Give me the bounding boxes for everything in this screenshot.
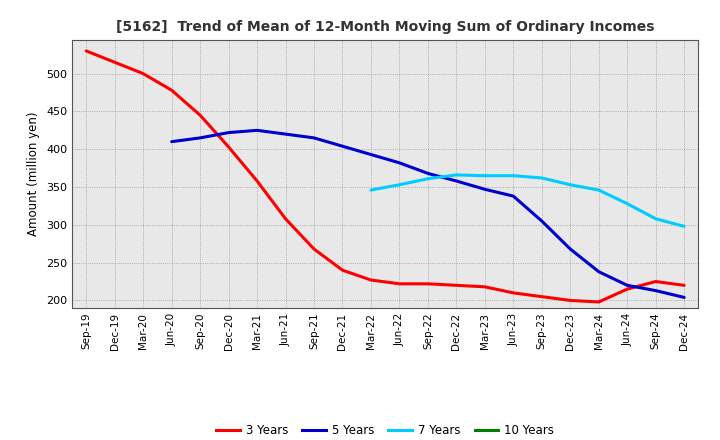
3 Years	[623, 286, 631, 292]
3 Years	[509, 290, 518, 296]
3 Years	[652, 279, 660, 284]
7 Years	[537, 175, 546, 180]
5 Years	[680, 295, 688, 300]
3 Years	[395, 281, 404, 286]
5 Years	[167, 139, 176, 144]
5 Years	[652, 288, 660, 293]
Legend: 3 Years, 5 Years, 7 Years, 10 Years: 3 Years, 5 Years, 7 Years, 10 Years	[212, 419, 559, 440]
Y-axis label: Amount (million yen): Amount (million yen)	[27, 112, 40, 236]
7 Years	[480, 173, 489, 178]
5 Years	[452, 178, 461, 183]
3 Years	[110, 60, 119, 65]
3 Years	[139, 71, 148, 76]
7 Years	[623, 201, 631, 206]
5 Years	[623, 282, 631, 288]
5 Years	[566, 246, 575, 252]
5 Years	[395, 160, 404, 165]
3 Years	[423, 281, 432, 286]
7 Years	[366, 187, 375, 193]
3 Years	[253, 178, 261, 183]
3 Years	[566, 298, 575, 303]
3 Years	[338, 268, 347, 273]
5 Years	[196, 135, 204, 140]
3 Years	[310, 246, 318, 252]
5 Years	[537, 218, 546, 224]
7 Years	[595, 187, 603, 193]
5 Years	[310, 135, 318, 140]
3 Years	[452, 282, 461, 288]
7 Years	[452, 172, 461, 178]
5 Years	[480, 187, 489, 192]
Title: [5162]  Trend of Mean of 12-Month Moving Sum of Ordinary Incomes: [5162] Trend of Mean of 12-Month Moving …	[116, 20, 654, 34]
3 Years	[82, 48, 91, 54]
3 Years	[167, 88, 176, 93]
5 Years	[253, 128, 261, 133]
7 Years	[395, 182, 404, 187]
3 Years	[225, 144, 233, 150]
5 Years	[509, 194, 518, 199]
7 Years	[652, 216, 660, 221]
3 Years	[595, 299, 603, 304]
3 Years	[366, 277, 375, 282]
7 Years	[680, 224, 688, 229]
Line: 7 Years: 7 Years	[371, 175, 684, 226]
5 Years	[366, 152, 375, 157]
5 Years	[225, 130, 233, 135]
5 Years	[423, 171, 432, 176]
3 Years	[680, 282, 688, 288]
7 Years	[509, 173, 518, 178]
5 Years	[338, 143, 347, 149]
7 Years	[423, 176, 432, 181]
7 Years	[566, 182, 575, 187]
3 Years	[480, 284, 489, 290]
Line: 3 Years: 3 Years	[86, 51, 684, 302]
3 Years	[282, 216, 290, 221]
3 Years	[537, 294, 546, 299]
3 Years	[196, 113, 204, 118]
5 Years	[595, 269, 603, 275]
Line: 5 Years: 5 Years	[171, 130, 684, 297]
5 Years	[282, 132, 290, 137]
